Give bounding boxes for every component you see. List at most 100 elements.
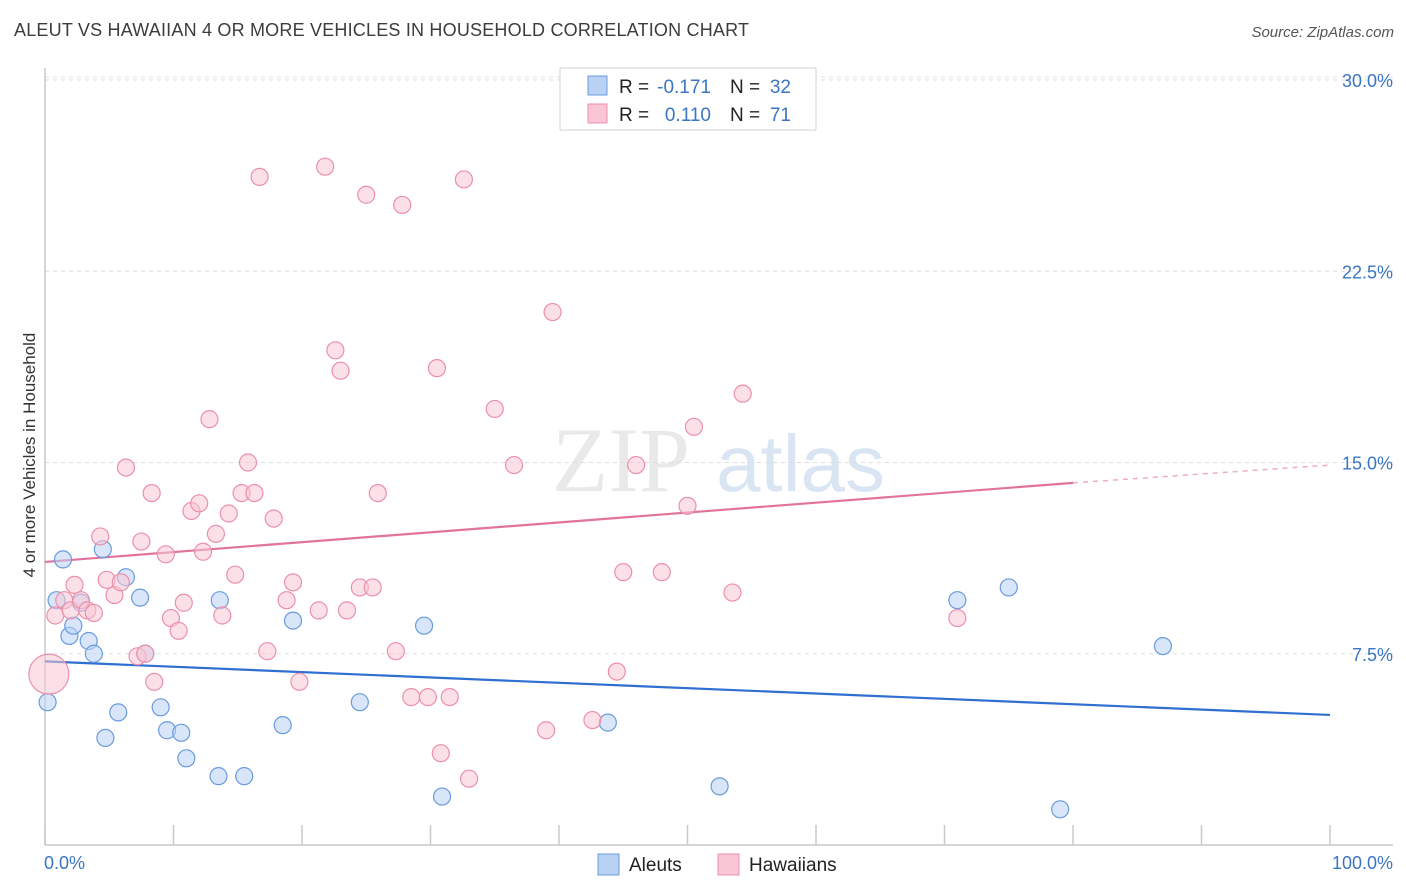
aleut-point bbox=[1153, 636, 1173, 656]
hawaiian-point bbox=[213, 606, 232, 625]
x-tick-label-max: 100.0% bbox=[1332, 853, 1393, 873]
aleut-point bbox=[172, 723, 191, 742]
hawaiian-point bbox=[156, 545, 175, 564]
hawaiian-point bbox=[459, 769, 479, 788]
aleut-point bbox=[999, 578, 1018, 597]
hawaiian-point bbox=[28, 653, 70, 695]
aleut-point bbox=[130, 588, 150, 607]
hawaiian-point bbox=[485, 399, 504, 419]
hawaiian-trendline bbox=[44, 481, 1074, 564]
hawaiian-point bbox=[258, 642, 277, 661]
hawaiian-point bbox=[948, 608, 967, 628]
hawaiian-point bbox=[309, 601, 328, 620]
watermark-zip: ZIP bbox=[552, 409, 690, 511]
aleut-point bbox=[84, 644, 103, 663]
hawaiian-point bbox=[245, 484, 264, 503]
series-legend: Aleuts Hawaiians bbox=[597, 853, 837, 876]
hawaiian-point bbox=[652, 563, 671, 582]
hawaiian-point bbox=[431, 744, 450, 763]
hawaiian-point bbox=[504, 455, 524, 475]
hawaiian-point bbox=[537, 721, 556, 740]
hawaiian-point bbox=[174, 593, 193, 612]
y-tick-labels: 7.5% 15.0% 22.5% 30.0% bbox=[1342, 71, 1393, 665]
aleut-point bbox=[273, 716, 292, 735]
aleut-point bbox=[948, 591, 967, 610]
hawaiian-point bbox=[393, 195, 412, 215]
hawaiian-point bbox=[145, 672, 164, 691]
y-tick-label: 22.5% bbox=[1342, 262, 1393, 282]
hawaiian-point bbox=[264, 509, 283, 528]
hawaiian-point bbox=[733, 384, 752, 403]
hawaiian-point bbox=[142, 484, 161, 503]
hawaiian-point bbox=[316, 157, 335, 176]
gridlines bbox=[45, 76, 1393, 655]
y-axis-label: 4 or more Vehicles in Household bbox=[20, 333, 39, 578]
aleut-point bbox=[598, 713, 617, 732]
aleut-point bbox=[432, 787, 452, 806]
hawaiian-point bbox=[206, 524, 226, 544]
hawaiian-point bbox=[440, 687, 459, 707]
chart-title: ALEUT VS HAWAIIAN 4 OR MORE VEHICLES IN … bbox=[14, 20, 750, 40]
hawaiian-point bbox=[132, 532, 151, 551]
bottom-legend-hawaiians: Hawaiians bbox=[749, 855, 837, 876]
hawaiian-point bbox=[678, 496, 697, 515]
legend-r-label-hawaiians: R = bbox=[619, 105, 649, 126]
chart-source: Source: ZipAtlas.com bbox=[1251, 24, 1394, 41]
aleut-trendline bbox=[44, 660, 1331, 717]
hawaiian-point bbox=[219, 504, 238, 523]
aleut-point bbox=[53, 550, 73, 569]
y-tick-label: 30.0% bbox=[1342, 71, 1393, 91]
legend-r-value-aleuts: -0.171 bbox=[657, 77, 711, 98]
watermark: ZIP atlas bbox=[552, 409, 885, 511]
hawaiian-point bbox=[283, 573, 303, 592]
aleut-point bbox=[414, 616, 434, 635]
data-points bbox=[28, 157, 1173, 819]
hawaiian-point bbox=[363, 578, 382, 597]
hawaiian-point bbox=[136, 644, 155, 663]
legend-n-value-hawaiians: 71 bbox=[770, 105, 791, 126]
aleut-point bbox=[38, 693, 57, 712]
y-tick-label: 7.5% bbox=[1352, 645, 1393, 665]
hawaiian-point bbox=[607, 662, 626, 681]
axes bbox=[44, 68, 1393, 846]
hawaiian-point bbox=[357, 185, 376, 204]
aleut-point bbox=[1051, 800, 1070, 819]
aleut-point bbox=[177, 749, 196, 768]
hawaiian-point bbox=[290, 672, 309, 691]
legend-swatch-hawaiians bbox=[587, 103, 608, 124]
y-tick-label: 15.0% bbox=[1342, 454, 1393, 474]
aleut-point bbox=[283, 611, 303, 630]
aleut-point bbox=[710, 777, 729, 796]
hawaiian-point bbox=[91, 527, 110, 546]
correlation-legend: R = -0.171 N = 32 R = 0.110 N = 71 bbox=[559, 67, 817, 131]
aleut-point bbox=[210, 591, 229, 610]
hawaiian-point bbox=[454, 170, 474, 189]
hawaiian-point bbox=[386, 642, 405, 661]
aleut-point bbox=[235, 767, 254, 786]
hawaiian-point bbox=[169, 621, 188, 640]
hawaiian-point bbox=[65, 575, 84, 595]
hawaiian-point bbox=[614, 563, 633, 582]
bottom-legend-swatch-aleuts bbox=[597, 853, 620, 876]
legend-r-label-aleuts: R = bbox=[619, 77, 649, 98]
legend-n-value-aleuts: 32 bbox=[770, 77, 791, 98]
hawaiian-point bbox=[116, 458, 136, 477]
hawaiian-point bbox=[226, 565, 245, 584]
hawaiian-point bbox=[84, 603, 103, 623]
hawaiian-point bbox=[331, 361, 350, 380]
hawaiian-point bbox=[418, 687, 438, 707]
hawaiian-point bbox=[200, 410, 219, 429]
x-tick-label-min: 0.0% bbox=[44, 853, 85, 873]
hawaiian-point bbox=[626, 455, 646, 475]
hawaiian-point bbox=[723, 583, 742, 602]
legend-r-value-hawaiians: 0.110 bbox=[665, 105, 711, 126]
bottom-legend-aleuts: Aleuts bbox=[629, 855, 682, 876]
hawaiian-point bbox=[277, 591, 296, 610]
aleut-point bbox=[350, 693, 369, 712]
hawaiian-point bbox=[111, 573, 130, 592]
hawaiian-point bbox=[193, 542, 213, 561]
hawaiian-point bbox=[427, 359, 447, 378]
aleut-point bbox=[96, 728, 115, 748]
hawaiian-point bbox=[402, 687, 421, 707]
